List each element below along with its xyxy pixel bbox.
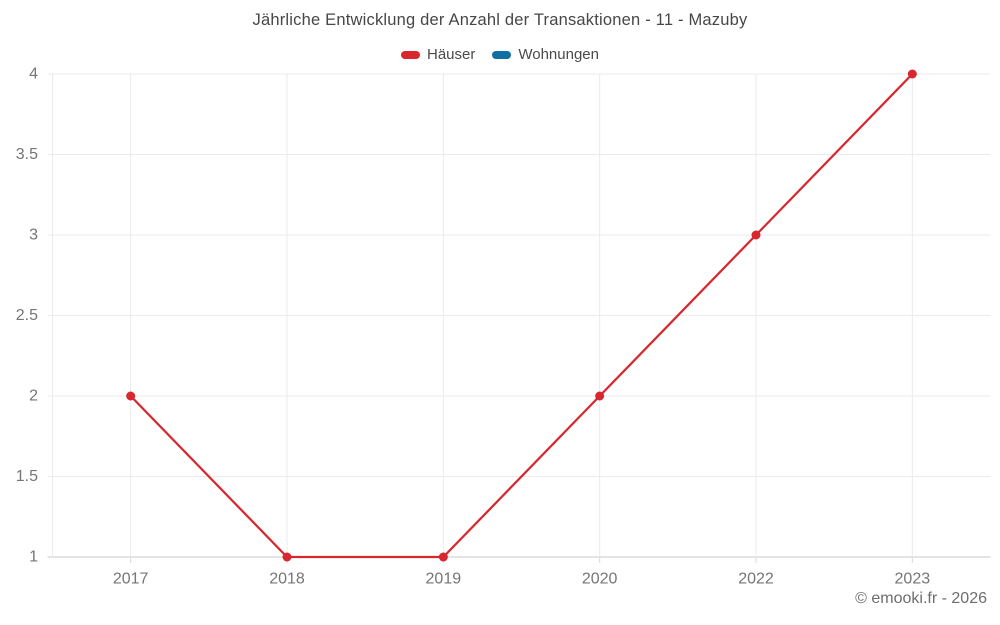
y-tick-label: 3.5 [16,146,38,163]
legend-label-haeuser: Häuser [427,46,476,63]
y-tick-label: 1.5 [16,468,38,485]
legend-item-haeuser[interactable]: Häuser [401,46,475,63]
x-tick-label: 2019 [426,571,462,588]
data-point[interactable] [907,69,917,79]
data-point[interactable] [595,391,605,401]
legend-swatch-wohnungen-icon [492,50,512,59]
y-tick-label: 4 [29,66,38,83]
y-tick-label: 3 [29,227,38,244]
legend: Häuser Wohnungen [0,46,1000,63]
chart-title: Jährliche Entwicklung der Anzahl der Tra… [252,11,748,29]
data-point[interactable] [438,552,448,562]
x-tick-label: 2020 [582,571,618,588]
legend-swatch-haeuser-icon [401,50,420,59]
x-tick-label: 2017 [113,571,149,588]
legend-item-wohnungen[interactable]: Wohnungen [492,46,599,63]
y-tick-label: 1 [29,549,38,566]
y-tick-label: 2 [29,388,38,405]
x-tick-label: 2023 [895,571,931,588]
copyright: © emooki.fr - 2026 [855,590,987,607]
x-tick-label: 2018 [269,571,305,588]
y-tick-label: 2.5 [16,307,38,324]
legend-label-wohnungen: Wohnungen [518,46,599,63]
x-tick-label: 2022 [738,571,774,588]
data-point[interactable] [126,391,136,401]
data-point[interactable] [751,230,761,240]
series-line-huser [129,72,914,559]
data-point[interactable] [282,552,292,562]
